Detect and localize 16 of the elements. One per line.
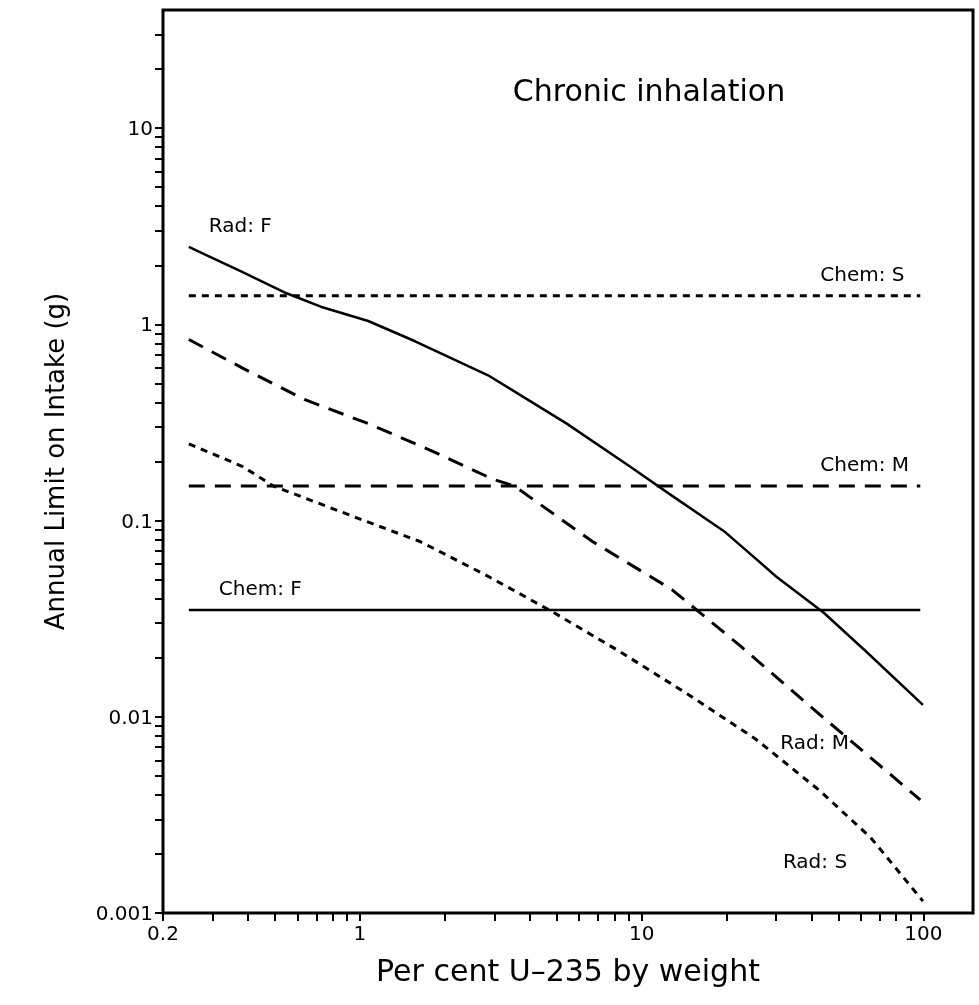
series-label: Rad: M: [780, 729, 850, 754]
text: Chronic inhalation: [512, 72, 786, 108]
y-tick-label: 0.01: [108, 704, 153, 729]
series-label: Chem: F: [218, 576, 302, 601]
series-label: Chem: S: [820, 261, 905, 286]
y-tick-label: 1: [140, 312, 153, 337]
x-tick-label: 1: [353, 921, 367, 945]
x-tick-label: 100: [904, 921, 943, 945]
series-label: Chem: M: [820, 452, 910, 477]
series-label: Rad: S: [782, 849, 848, 874]
x-tick-label: 10: [628, 921, 655, 945]
y-axis-title: Annual Limit on Intake (g): [40, 292, 70, 631]
y-tick-label: 0.1: [121, 508, 153, 533]
x-axis-title: Per cent U–235 by weight: [376, 952, 761, 988]
y-tick-label: 10: [127, 116, 153, 141]
legend-label: Rad: F: [208, 212, 272, 237]
